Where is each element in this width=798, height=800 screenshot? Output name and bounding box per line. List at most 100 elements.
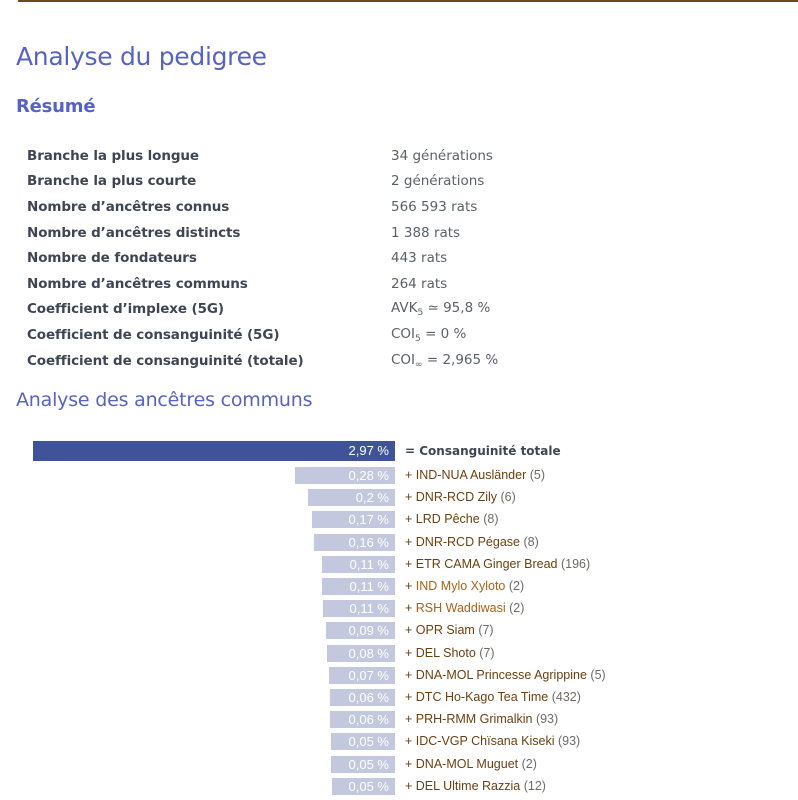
ancestor-count: (6) [500, 490, 516, 505]
summary-row: Branche la plus courte 2 générations [27, 169, 627, 195]
ancestor-label: + IDC-VGP Chïsana Kiseki (93) [405, 734, 581, 749]
ancestor-bar: 0,17 % [312, 511, 395, 529]
ancestor-label: + LRD Pêche (8) [405, 512, 499, 527]
ancestor-name-link[interactable]: LRD Pêche [415, 512, 480, 527]
page-title: Analyse du pedigree [16, 42, 267, 71]
summary-label: Coefficient de consanguinité (5G) [27, 326, 280, 343]
ancestor-label: + PRH-RMM Grimalkin (93) [405, 712, 559, 727]
ancestor-count: (2) [521, 756, 537, 771]
ancestor-count: (93) [535, 712, 559, 727]
ancestor-bar: 0,16 % [314, 533, 395, 551]
ancestor-row: 0,28 % + IND-NUA Ausländer (5) [0, 467, 798, 489]
ancestor-bar: 0,2 % [308, 489, 395, 507]
ancestor-bar: 0,06 % [330, 711, 395, 729]
summary-table: Branche la plus longue 34 générations Bran… [27, 143, 627, 373]
value-amount: ≃ 95,8 % [423, 300, 491, 317]
summary-value: 566 593 rats [391, 198, 478, 215]
ancestor-count: (8) [523, 534, 539, 549]
ancestor-name-link[interactable]: IND-NUA Ausländer [415, 468, 527, 482]
summary-label: Coefficient d’implexe (5G) [27, 301, 224, 318]
ancestor-count: (12) [523, 778, 546, 793]
value-symbol: COI [391, 325, 416, 342]
total-label: = Consanguinité totale [405, 444, 561, 458]
ancestor-count: (7) [478, 623, 494, 638]
ancestor-name-link[interactable]: OPR Siam [415, 623, 475, 638]
summary-label: Coefficient de consanguinité (totale) [27, 352, 304, 369]
ancestor-bar: 0,05 % [331, 733, 395, 751]
summary-row: Branche la plus longue 34 générations [27, 143, 627, 169]
ancestor-bar: 0,09 % [326, 622, 395, 640]
summary-label: Branche la plus longue [27, 147, 199, 164]
ancestor-label: + IND Mylo Xyloto (2) [405, 579, 525, 593]
ancestor-bar: 0,11 % [323, 600, 395, 618]
ancestor-count: (196) [560, 556, 591, 571]
summary-row: Coefficient de consanguinité (5G) COI5 = … [27, 322, 627, 348]
ancestor-row: 0,07 % + DNA-MOL Princesse Agrippine (5) [0, 666, 798, 689]
ancestor-row: 0,05 % + IDC-VGP Chïsana Kiseki (93) [0, 733, 798, 755]
summary-value: COI5 = 0 % [391, 326, 466, 344]
ancestor-row: 0,17 % + LRD Pêche (8) [0, 511, 798, 533]
summary-label: Nombre d’ancêtres connus [27, 198, 230, 215]
ancestor-label: + DNA-MOL Princesse Agrippine (5) [405, 667, 606, 682]
ancestor-count: (93) [557, 734, 581, 749]
ancestor-count: (5) [529, 468, 546, 482]
ancestor-name-link[interactable]: IDC-VGP Chïsana Kiseki [415, 734, 555, 749]
ancestor-label: + DTC Ho-Kago Tea Time (432) [405, 690, 581, 704]
ancestor-label: + RSH Waddiwasi (2) [405, 601, 525, 616]
ancestor-row: 0,06 % + PRH-RMM Grimalkin (93) [0, 711, 798, 733]
summary-value: AVK5 ≃ 95,8 % [391, 300, 490, 318]
value-subscript: 5 [415, 333, 421, 344]
ancestor-name-link[interactable]: DNA-MOL Muguet [415, 756, 519, 771]
ancestor-name-link[interactable]: DNR-RCD Zily [415, 490, 498, 505]
summary-label: Branche la plus courte [27, 173, 197, 190]
value-subscript: ∞ [415, 359, 423, 370]
ancestor-bar: 0,07 % [329, 666, 395, 684]
ancestor-row: 0,11 % + RSH Waddiwasi (2) [0, 600, 798, 622]
ancestor-bar: 0,05 % [332, 777, 395, 795]
value-symbol: COI [391, 351, 416, 368]
summary-value: COI∞ = 2,965 % [391, 352, 498, 370]
ancestor-label: + OPR Siam (7) [405, 623, 494, 638]
top-rule [18, 0, 798, 2]
ancestor-count: (432) [551, 690, 581, 704]
ancestor-bar: 0,28 % [295, 467, 395, 484]
ancestor-bar: 0,11 % [322, 578, 395, 595]
ancestor-name-link[interactable]: DNR-RCD Pégase [415, 534, 520, 549]
ancestor-row: 0,11 % + ETR CAMA Ginger Bread (196) [0, 555, 798, 578]
ancestor-row: 0,09 % + OPR Siam (7) [0, 622, 798, 644]
ancestor-count: (8) [483, 512, 499, 527]
ancestor-bar: 0,11 % [322, 555, 395, 573]
value-amount: = 0 % [420, 325, 467, 342]
total-bar: 2,97 % [33, 441, 395, 461]
summary-label: Nombre d’ancêtres distincts [27, 224, 241, 241]
summary-value: 264 rats [391, 275, 448, 292]
ancestor-name-link[interactable]: DEL Ultime Razzia [415, 778, 521, 793]
ancestor-name-link[interactable]: IND Mylo Xyloto [415, 579, 506, 593]
ancestor-label: + DNR-RCD Zily (6) [405, 490, 516, 505]
summary-value: 443 rats [391, 250, 448, 267]
summary-row: Coefficient d’implexe (5G) AVK5 ≃ 95,8 % [27, 297, 627, 323]
ancestor-count: (7) [479, 645, 495, 660]
ancestor-count: (5) [590, 667, 606, 682]
summary-row: Nombre d’ancêtres communs 264 rats [27, 271, 627, 297]
ancestor-name-link[interactable]: ETR CAMA Ginger Bread [415, 556, 558, 571]
total-row: 2,97 % = Consanguinité totale [0, 441, 798, 463]
ancestor-row: 0,06 % + DTC Ho-Kago Tea Time (432) [0, 689, 798, 711]
summary-heading: Résumé [16, 96, 96, 117]
common-ancestors-heading: Analyse des ancêtres communs [16, 389, 313, 411]
ancestor-bar: 0,06 % [330, 689, 395, 706]
ancestor-name-link[interactable]: DNA-MOL Princesse Agrippine [415, 667, 587, 682]
summary-label: Nombre de fondateurs [27, 250, 197, 267]
ancestor-name-link[interactable]: PRH-RMM Grimalkin [415, 712, 533, 727]
ancestor-name-link[interactable]: RSH Waddiwasi [415, 601, 506, 616]
ancestor-label: + ETR CAMA Ginger Bread (196) [405, 556, 591, 571]
ancestor-name-link[interactable]: DTC Ho-Kago Tea Time [415, 690, 549, 704]
ancestor-row: 0,11 % + IND Mylo Xyloto (2) [0, 578, 798, 600]
ancestor-label: + DNR-RCD Pégase (8) [405, 534, 539, 549]
ancestor-row: 0,05 % + DNA-MOL Muguet (2) [0, 755, 798, 778]
ancestor-name-link[interactable]: DEL Shoto [415, 645, 476, 660]
value-amount: = 2,965 % [422, 351, 499, 368]
summary-value: 1 388 rats [391, 224, 461, 241]
ancestor-label: + IND-NUA Ausländer (5) [405, 468, 546, 482]
summary-label: Nombre d’ancêtres communs [27, 275, 248, 292]
